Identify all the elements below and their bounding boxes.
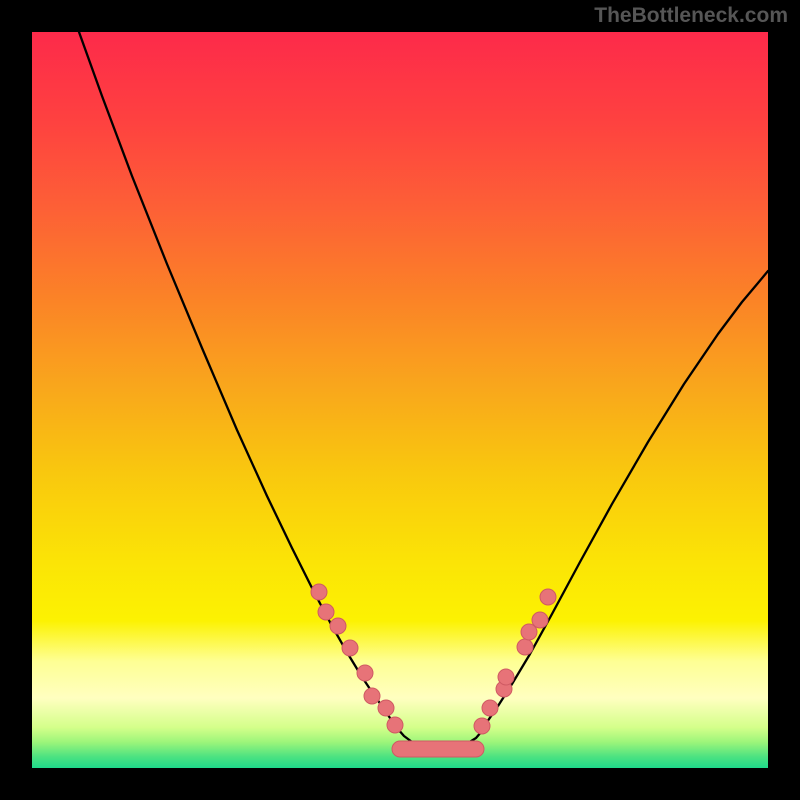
curve-marker xyxy=(532,612,548,628)
watermark-text: TheBottleneck.com xyxy=(594,4,788,28)
curve-marker xyxy=(311,584,327,600)
bottleneck-chart xyxy=(32,32,768,768)
chart-frame: TheBottleneck.com xyxy=(0,0,800,800)
curve-marker xyxy=(378,700,394,716)
curve-floor-marker xyxy=(392,741,484,757)
curve-marker xyxy=(364,688,380,704)
curve-marker xyxy=(482,700,498,716)
curve-marker xyxy=(517,639,533,655)
curve-marker xyxy=(498,669,514,685)
curve-marker xyxy=(474,718,490,734)
curve-marker xyxy=(318,604,334,620)
curve-marker xyxy=(357,665,373,681)
gradient-background xyxy=(32,32,768,768)
curve-marker xyxy=(540,589,556,605)
curve-marker xyxy=(342,640,358,656)
curve-marker xyxy=(387,717,403,733)
curve-marker xyxy=(330,618,346,634)
